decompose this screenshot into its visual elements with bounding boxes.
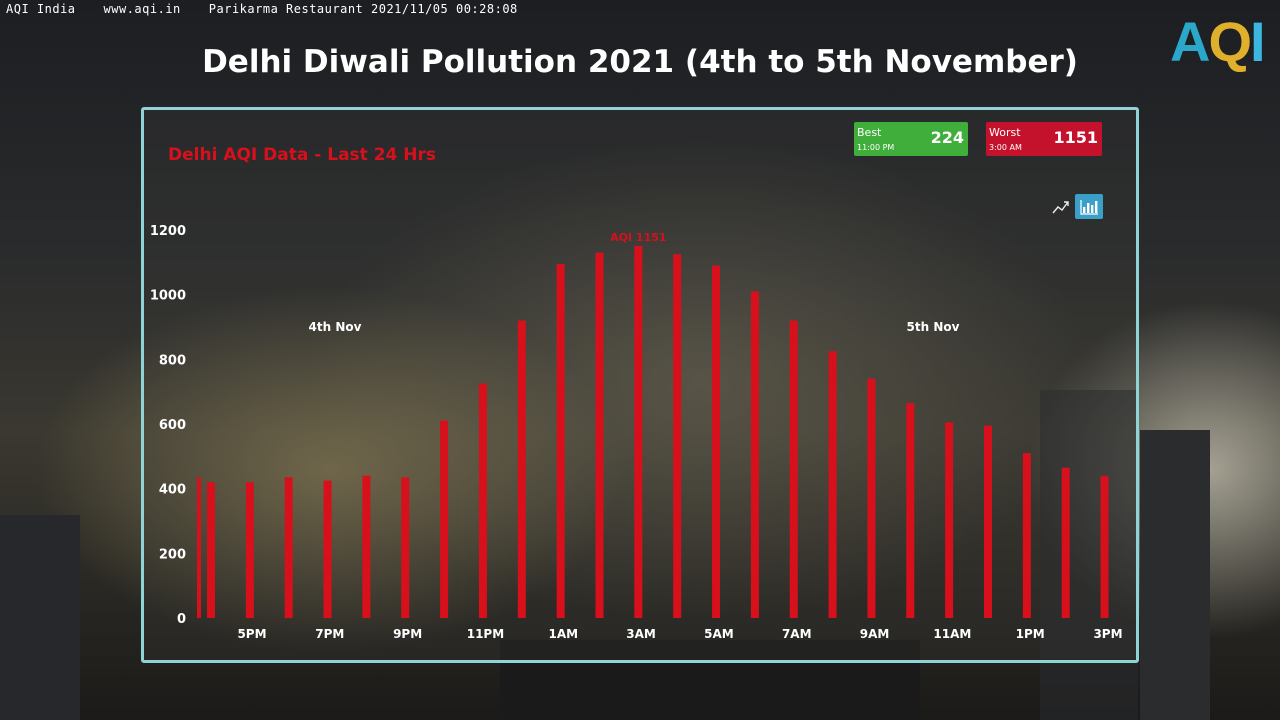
aqi-logo: AQI	[1170, 10, 1266, 73]
x-tick-label: 1PM	[1016, 627, 1045, 641]
osd-source: AQI India	[6, 2, 76, 16]
chart-bar	[478, 383, 487, 618]
date-annotation-end: 5th Nov	[907, 320, 960, 334]
x-tick-label: 7PM	[315, 627, 344, 641]
chart-bar	[673, 254, 682, 618]
worst-time: 3:00 AM	[989, 143, 1022, 152]
worst-label: Worst	[989, 126, 1021, 139]
chart-bar	[207, 482, 215, 618]
y-tick-label: 1200	[150, 224, 186, 239]
background-rooftop	[500, 640, 920, 720]
x-tick-label: 11PM	[467, 627, 504, 641]
chart-bar	[401, 477, 410, 618]
chart-bar	[245, 482, 254, 618]
x-tick-label: 9AM	[860, 627, 890, 641]
y-tick-label: 800	[159, 353, 186, 368]
x-tick-label: 1AM	[548, 627, 578, 641]
best-time: 11:00 PM	[857, 143, 895, 152]
chart-bar	[595, 252, 604, 618]
osd-site: www.aqi.in	[103, 2, 181, 16]
y-tick-label: 600	[159, 418, 186, 433]
x-tick-label: 5PM	[237, 627, 266, 641]
best-value: 224	[930, 128, 964, 147]
worst-aqi-card: Worst 3:00 AM 1151	[986, 122, 1102, 156]
chart-bar	[1061, 467, 1070, 618]
chart-bar	[945, 422, 954, 618]
chart-bar	[867, 378, 876, 618]
chart-bar	[789, 320, 798, 618]
x-tick-label: 7AM	[782, 627, 812, 641]
chart-bar	[1100, 475, 1109, 618]
background-building	[1040, 390, 1138, 720]
line-chart-icon[interactable]	[1052, 199, 1070, 215]
worst-value: 1151	[1053, 128, 1098, 147]
chart-bar	[828, 351, 837, 618]
camera-overlay-text: AQI India www.aqi.in Parikarma Restaurant …	[6, 2, 546, 16]
chart-bar	[362, 475, 371, 618]
x-tick-label: 5AM	[704, 627, 734, 641]
chart-bar	[750, 291, 759, 618]
chart-bar	[440, 420, 449, 618]
x-tick-label: 9PM	[393, 627, 422, 641]
chart-bar	[906, 402, 915, 618]
chart-bar	[197, 477, 201, 618]
y-tick-label: 400	[159, 483, 186, 498]
y-tick-label: 0	[177, 612, 186, 627]
x-tick-label: 3AM	[626, 627, 656, 641]
x-tick-label: 3PM	[1093, 627, 1122, 641]
date-annotation-start: 4th Nov	[309, 320, 362, 334]
chart-bar	[1022, 453, 1031, 618]
chart-bar	[284, 477, 293, 618]
chart-bar	[323, 480, 332, 618]
peak-annotation: AQI 1151	[610, 231, 666, 244]
background-building	[0, 515, 80, 720]
bar-chart-icon[interactable]	[1075, 194, 1103, 219]
chart-bar	[556, 263, 565, 618]
chart-title: Delhi AQI Data - Last 24 Hrs	[168, 145, 437, 165]
best-aqi-card: Best 11:00 PM 224	[854, 122, 968, 156]
background-building	[1140, 430, 1210, 720]
page-title: Delhi Diwali Pollution 2021 (4th to 5th …	[202, 44, 1078, 80]
chart-bar	[712, 265, 721, 618]
chart-bar	[517, 320, 526, 618]
osd-location-time: Parikarma Restaurant 2021/11/05 00:28:08	[208, 2, 518, 16]
y-tick-label: 1000	[150, 289, 186, 304]
y-tick-label: 200	[159, 547, 186, 562]
x-tick-label: 11AM	[933, 627, 971, 641]
chart-bar	[634, 245, 643, 619]
best-label: Best	[857, 126, 882, 139]
chart-bar	[984, 425, 992, 618]
